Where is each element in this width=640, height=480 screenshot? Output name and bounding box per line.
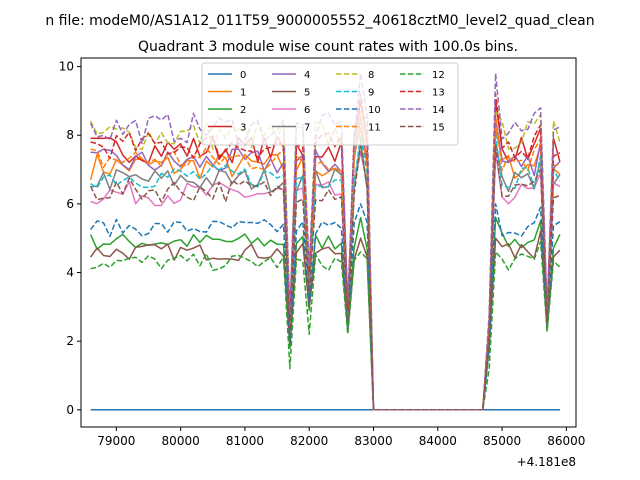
legend-entry: 13 xyxy=(400,88,445,99)
y-tick: 4 xyxy=(66,266,81,280)
legend-entry: 5 xyxy=(272,88,310,99)
legend-label: 6 xyxy=(304,105,310,116)
legend-label: 9 xyxy=(368,88,374,99)
x-tick: 81000 xyxy=(226,427,264,448)
y-tick-label: 4 xyxy=(66,266,74,280)
legend-label: 13 xyxy=(432,88,445,99)
x-offset-label: +4.181e8 xyxy=(517,455,576,469)
legend-entry: 10 xyxy=(336,105,381,116)
y-tick-label: 10 xyxy=(59,60,74,74)
legend-label: 12 xyxy=(432,70,445,81)
legend-label: 2 xyxy=(240,105,246,116)
legend-entry: 6 xyxy=(272,105,310,116)
x-tick: 86000 xyxy=(547,427,585,448)
legend-label: 0 xyxy=(240,70,246,81)
y-tick-label: 6 xyxy=(66,197,74,211)
series-15-line xyxy=(89,144,561,411)
legend-entry: 0 xyxy=(208,70,246,81)
x-tick-label: 81000 xyxy=(226,434,264,448)
legend-label: 15 xyxy=(432,123,445,134)
x-tick: 83000 xyxy=(354,427,393,448)
legend-label: 11 xyxy=(368,123,381,134)
legend-entry: 11 xyxy=(336,123,381,134)
x-tick-label: 86000 xyxy=(547,434,585,448)
x-tick: 80000 xyxy=(162,427,200,448)
y-axis: 0 2 4 6 8 10 xyxy=(59,60,81,417)
legend-entry: 7 xyxy=(272,123,310,134)
x-tick-label: 85000 xyxy=(483,434,521,448)
y-tick-label: 8 xyxy=(66,128,74,142)
figure-suptitle: n file: modeM0/AS1A12_011T59_9000005552_… xyxy=(45,13,594,29)
legend-label: 14 xyxy=(432,105,445,116)
legend-label: 5 xyxy=(304,88,310,99)
legend-entry: 2 xyxy=(208,105,246,116)
legend-entry: 8 xyxy=(336,70,374,81)
x-tick-label: 80000 xyxy=(162,434,200,448)
x-tick-label: 83000 xyxy=(354,434,392,448)
x-tick: 82000 xyxy=(290,427,328,448)
y-tick: 2 xyxy=(66,334,81,348)
x-tick-label: 79000 xyxy=(97,434,135,448)
x-tick-label: 82000 xyxy=(290,434,328,448)
legend-label: 4 xyxy=(304,70,310,81)
x-tick-label: 84000 xyxy=(419,434,457,448)
legend-label: 1 xyxy=(240,88,246,99)
legend-label: 8 xyxy=(368,70,374,81)
plot-frame xyxy=(80,57,577,428)
legend-entry: 3 xyxy=(208,123,246,134)
x-tick: 85000 xyxy=(483,427,521,448)
legend-entry: 14 xyxy=(400,105,445,116)
legend-label: 7 xyxy=(304,123,310,134)
legend-entry: 1 xyxy=(208,88,246,99)
legend-entry: 9 xyxy=(336,88,374,99)
legend-entry: 4 xyxy=(272,70,310,81)
legend-entry: 12 xyxy=(400,70,445,81)
legend-label: 10 xyxy=(368,105,381,116)
y-tick: 0 xyxy=(66,403,81,417)
y-tick: 6 xyxy=(66,197,81,211)
x-tick: 84000 xyxy=(419,427,457,448)
y-tick-label: 0 xyxy=(66,403,74,417)
legend-frame xyxy=(201,62,459,146)
y-tick-label: 2 xyxy=(66,334,74,348)
chart-title: Quadrant 3 module wise count rates with … xyxy=(138,39,518,55)
y-tick: 8 xyxy=(66,128,81,142)
legend-label: 3 xyxy=(240,123,246,134)
legend-entry: 15 xyxy=(400,123,445,134)
x-tick: 79000 xyxy=(97,427,135,448)
y-tick: 10 xyxy=(59,60,81,74)
x-axis: 79000 80000 81000 82000 83000 84000 85000 86000 xyxy=(97,427,585,448)
